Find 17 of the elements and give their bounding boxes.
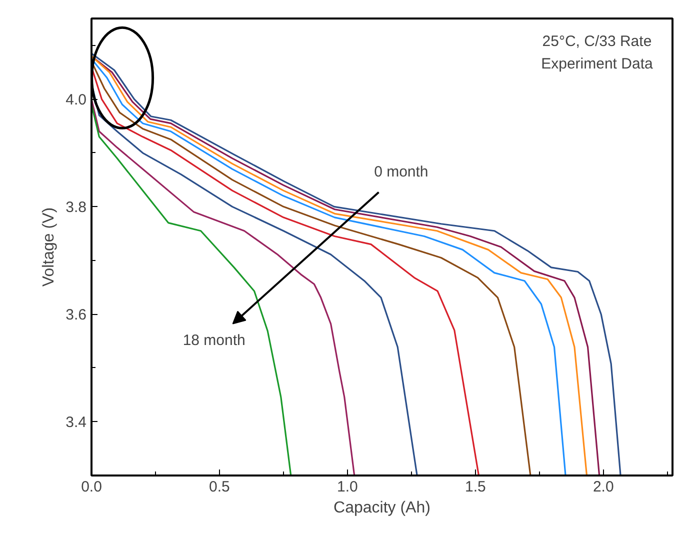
x-tick-label: 0.5 <box>209 478 230 496</box>
line-series <box>92 98 356 476</box>
y-tick-label: 3.8 <box>66 199 87 216</box>
y-axis-title: Voltage (V) <box>40 207 58 287</box>
annotation: 0 month <box>374 164 428 181</box>
y-tick-label: 4.0 <box>66 92 87 109</box>
x-tick-label: 0.0 <box>81 478 102 496</box>
x-tick-label: 2.0 <box>592 478 614 496</box>
annotation: Experiment Data <box>541 56 654 73</box>
y-tick-label: 3.6 <box>66 306 87 324</box>
x-tick-label: 1.5 <box>464 478 486 496</box>
x-axis-title: Capacity (Ah) <box>334 500 430 516</box>
annotation: 25°C, C/33 Rate <box>542 32 652 50</box>
line-series <box>92 104 292 476</box>
x-tick-label: 1.0 <box>337 478 358 496</box>
y-tick-label: 3.4 <box>66 414 87 432</box>
annotation: 18 month <box>182 332 246 350</box>
